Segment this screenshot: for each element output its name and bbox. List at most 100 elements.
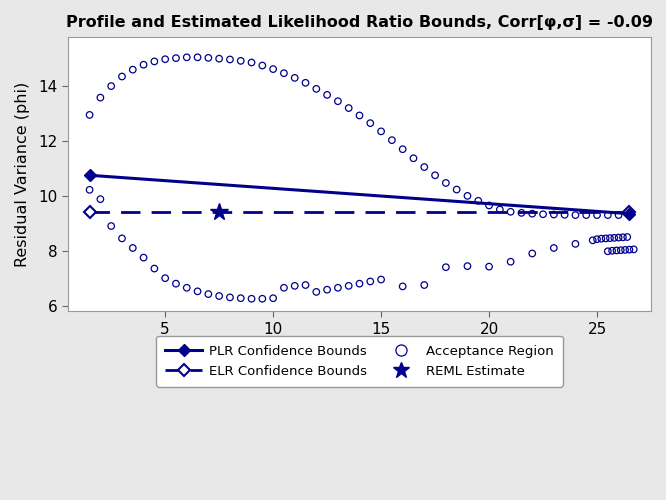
- Point: [224, 294, 235, 302]
- Point: [344, 282, 354, 290]
- Point: [203, 54, 214, 62]
- Point: [170, 280, 181, 287]
- Point: [505, 208, 516, 216]
- Point: [278, 284, 289, 292]
- Point: [257, 62, 268, 70]
- Point: [95, 94, 106, 102]
- Point: [160, 274, 170, 282]
- Point: [268, 65, 278, 73]
- Point: [203, 290, 214, 298]
- Point: [149, 264, 160, 272]
- Point: [624, 246, 635, 254]
- Point: [170, 54, 181, 62]
- Point: [300, 281, 311, 289]
- Point: [376, 128, 386, 136]
- Point: [181, 54, 192, 62]
- Point: [591, 235, 602, 243]
- Point: [615, 246, 626, 254]
- Point: [537, 210, 548, 218]
- Point: [95, 195, 106, 203]
- Point: [290, 74, 300, 82]
- Point: [484, 262, 494, 270]
- Point: [495, 206, 505, 214]
- Point: [149, 58, 160, 66]
- Point: [214, 292, 224, 300]
- Point: [344, 104, 354, 112]
- Point: [332, 97, 343, 105]
- Point: [246, 58, 257, 66]
- Point: [246, 295, 257, 303]
- Point: [300, 79, 311, 87]
- Point: [127, 66, 138, 74]
- Point: [462, 262, 473, 270]
- Point: [311, 85, 322, 93]
- Point: [587, 236, 598, 244]
- Point: [452, 186, 462, 194]
- Point: [322, 286, 332, 294]
- Point: [192, 54, 203, 62]
- Point: [85, 186, 95, 194]
- Point: [549, 210, 559, 218]
- Point: [596, 234, 607, 242]
- Point: [160, 55, 170, 63]
- Point: [235, 294, 246, 302]
- Point: [419, 163, 430, 171]
- Point: [398, 145, 408, 153]
- Point: [235, 57, 246, 65]
- Point: [624, 211, 635, 219]
- Point: [181, 284, 192, 292]
- Point: [611, 246, 622, 254]
- Point: [268, 294, 278, 302]
- Point: [117, 234, 127, 242]
- Point: [398, 282, 408, 290]
- Point: [440, 263, 451, 271]
- Point: [473, 197, 484, 205]
- Point: [609, 234, 619, 242]
- Point: [419, 281, 430, 289]
- Point: [603, 248, 613, 256]
- Point: [622, 233, 633, 241]
- Point: [549, 244, 559, 252]
- Point: [600, 234, 611, 242]
- Point: [354, 112, 365, 120]
- Point: [527, 250, 537, 258]
- Point: [408, 154, 419, 162]
- Point: [607, 246, 617, 254]
- Point: [570, 240, 581, 248]
- Point: [516, 209, 527, 217]
- Point: [106, 222, 117, 230]
- Point: [214, 54, 224, 62]
- Point: [620, 246, 631, 254]
- Point: [440, 179, 451, 187]
- Point: [559, 211, 570, 219]
- Point: [127, 244, 138, 252]
- Point: [605, 234, 615, 242]
- Point: [430, 172, 440, 179]
- Point: [617, 234, 628, 241]
- Point: [192, 288, 203, 296]
- Point: [85, 111, 95, 119]
- Point: [527, 210, 537, 218]
- Point: [311, 288, 322, 296]
- Point: [365, 119, 376, 127]
- Legend: PLR Confidence Bounds, ELR Confidence Bounds, Acceptance Region, REML Estimate: PLR Confidence Bounds, ELR Confidence Bo…: [156, 336, 563, 387]
- Point: [629, 246, 639, 254]
- Point: [613, 234, 624, 241]
- Point: [354, 280, 365, 287]
- Point: [462, 192, 473, 200]
- Point: [386, 136, 397, 144]
- Point: [570, 211, 581, 219]
- Y-axis label: Residual Variance (phi): Residual Variance (phi): [15, 82, 30, 266]
- Point: [290, 282, 300, 290]
- Point: [224, 56, 235, 64]
- Point: [278, 69, 289, 77]
- Point: [484, 202, 494, 209]
- Point: [376, 276, 386, 283]
- Point: [603, 211, 613, 219]
- Point: [257, 295, 268, 303]
- Point: [332, 284, 343, 292]
- Point: [365, 278, 376, 285]
- Point: [581, 211, 591, 219]
- Point: [591, 211, 602, 219]
- Title: Profile and Estimated Likelihood Ratio Bounds, Corr[φ,σ] = -0.09: Profile and Estimated Likelihood Ratio B…: [66, 15, 653, 30]
